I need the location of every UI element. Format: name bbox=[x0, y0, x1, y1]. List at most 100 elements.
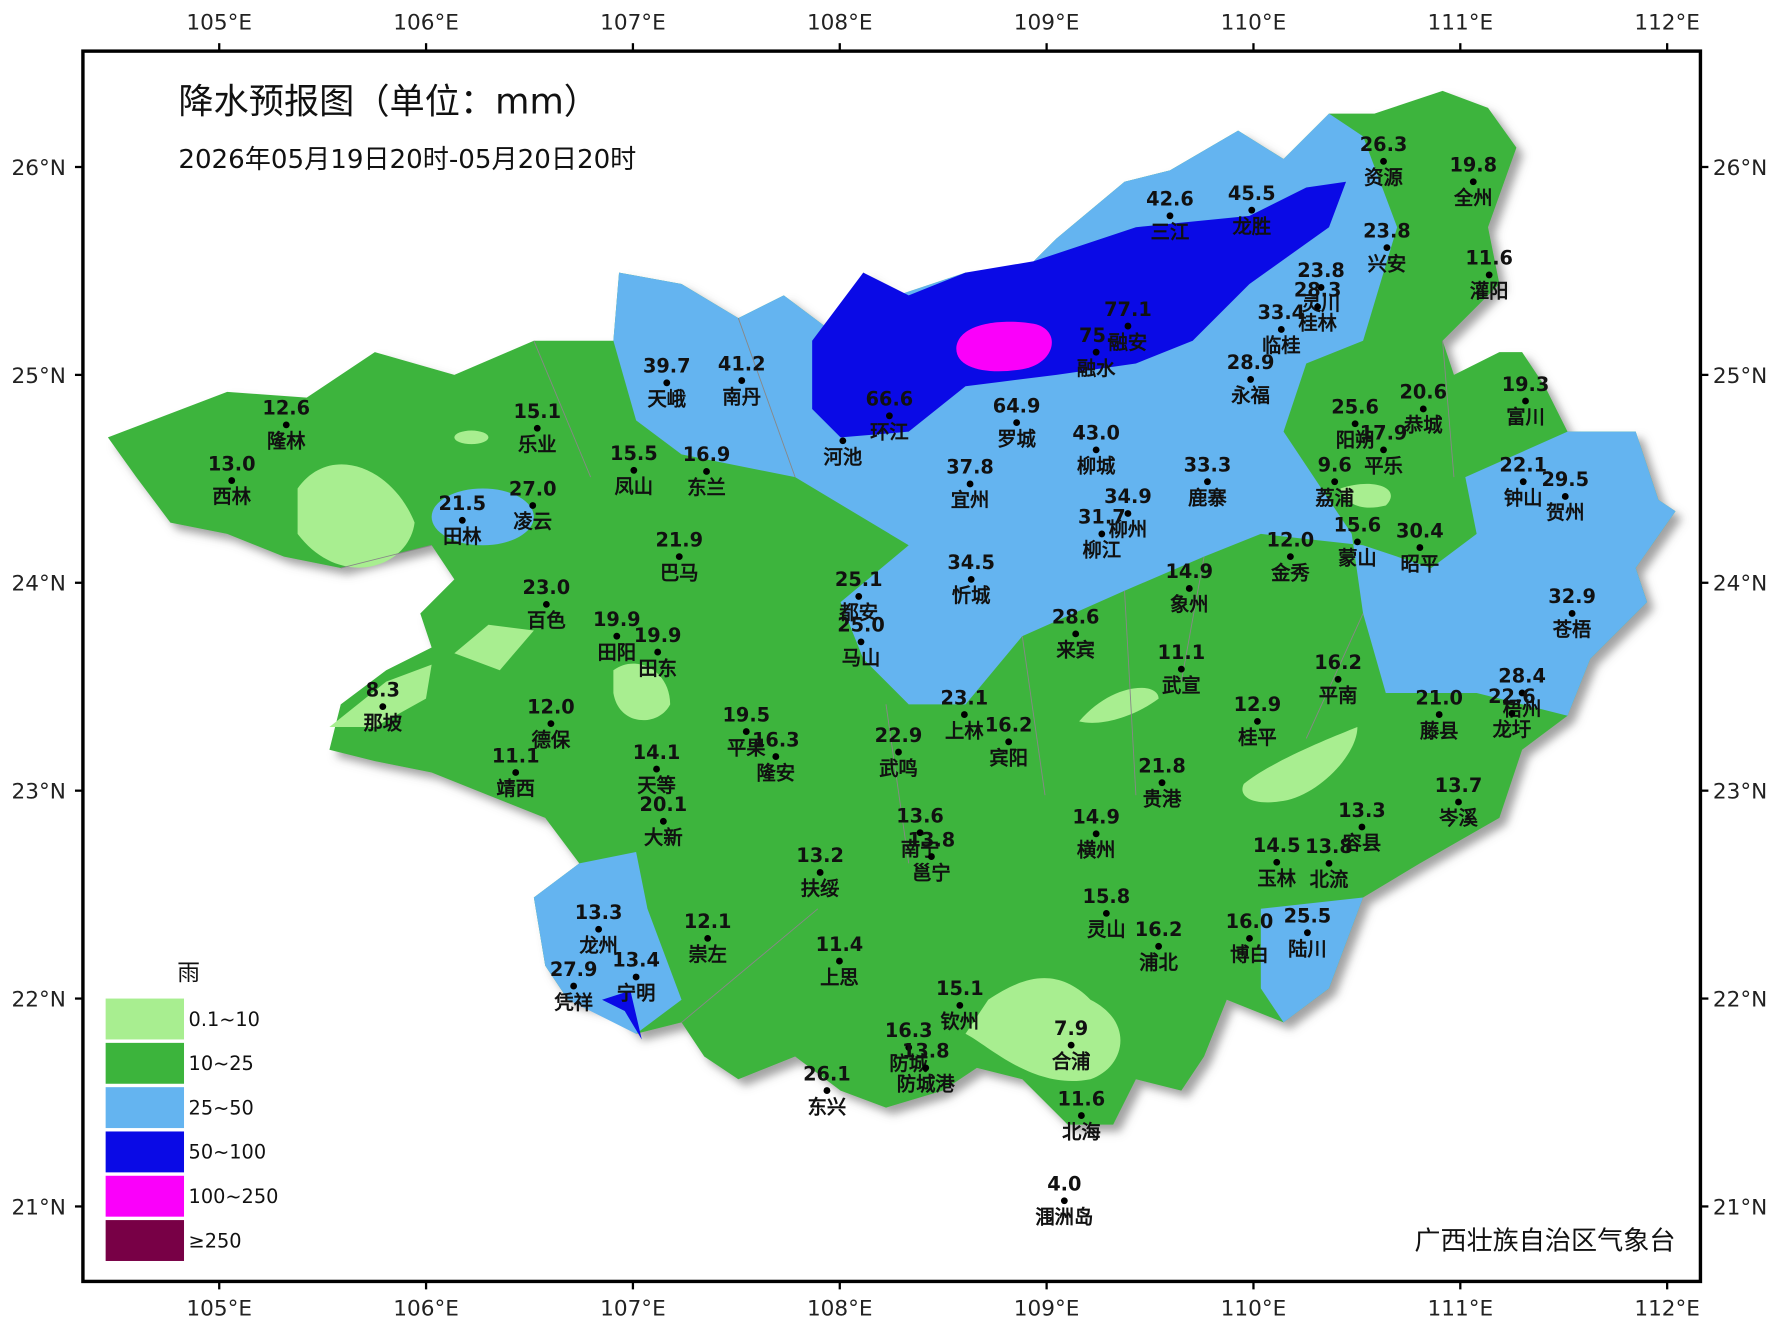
station-name: 兴安 bbox=[1368, 252, 1407, 275]
station-name: 扶绥 bbox=[801, 877, 840, 900]
station-value: 15.8 bbox=[1083, 885, 1131, 908]
station-dot bbox=[839, 437, 847, 445]
station-dot bbox=[1254, 717, 1261, 725]
station-value: 16.2 bbox=[985, 714, 1033, 737]
station-value: 26.1 bbox=[803, 1062, 851, 1085]
station-dot bbox=[916, 829, 924, 837]
station-name: 东兰 bbox=[687, 476, 726, 499]
station-name: 贺州 bbox=[1545, 501, 1585, 524]
lon-label: 108°E bbox=[807, 1297, 873, 1322]
station-name: 环江 bbox=[870, 421, 909, 444]
station-name: 平乐 bbox=[1364, 455, 1403, 478]
station-name: 邕宁 bbox=[912, 861, 951, 884]
lon-label: 105°E bbox=[186, 11, 252, 36]
station-name: 昭平 bbox=[1401, 552, 1440, 575]
station-value: 28.6 bbox=[1052, 606, 1100, 629]
station-dot bbox=[1273, 858, 1281, 866]
station-dot bbox=[1077, 1112, 1085, 1119]
lat-label: 24°N bbox=[1713, 572, 1767, 597]
station-dot bbox=[704, 934, 712, 942]
station-value: 12.9 bbox=[1234, 693, 1282, 716]
station-dot bbox=[1177, 665, 1185, 673]
station-name: 柳州 bbox=[1109, 518, 1148, 541]
lon-label: 109°E bbox=[1014, 11, 1080, 36]
station-value: 11.4 bbox=[816, 933, 864, 956]
station-dot bbox=[1092, 830, 1100, 838]
station-dot bbox=[1166, 212, 1174, 220]
station-value: 8.3 bbox=[366, 678, 400, 701]
lat-label: 26°N bbox=[11, 156, 65, 181]
station-dot bbox=[1334, 675, 1342, 683]
station-value: 23.8 bbox=[1297, 259, 1345, 282]
station-name: 上林 bbox=[945, 719, 984, 742]
station-value: 11.1 bbox=[1158, 641, 1206, 664]
station-value: 13.2 bbox=[796, 844, 844, 867]
station-value: 11.1 bbox=[492, 744, 540, 767]
station-dot bbox=[1246, 934, 1253, 942]
station-value: 31.7 bbox=[1078, 506, 1126, 529]
station-value: 23.8 bbox=[1363, 219, 1411, 242]
station-dot bbox=[886, 412, 893, 420]
station-name: 靖西 bbox=[496, 777, 535, 800]
station-dot bbox=[772, 753, 780, 760]
station-value: 16.2 bbox=[1135, 918, 1183, 941]
station-name: 田阳 bbox=[597, 641, 636, 664]
station-value: 23.1 bbox=[941, 686, 989, 709]
station-name: 鹿寨 bbox=[1188, 486, 1227, 509]
station-dot bbox=[1380, 157, 1387, 165]
station-dot bbox=[1419, 405, 1427, 413]
station-value: 9.6 bbox=[1318, 453, 1352, 476]
station-name: 马山 bbox=[842, 647, 881, 670]
station-value: 13.6 bbox=[896, 804, 944, 827]
station-value: 29.5 bbox=[1541, 468, 1589, 491]
station-value: 77.1 bbox=[1104, 298, 1152, 321]
station-value: 19.9 bbox=[634, 624, 682, 647]
station-value: 16.9 bbox=[683, 443, 731, 466]
station-dot bbox=[1204, 478, 1211, 486]
lat-label: 22°N bbox=[1713, 988, 1767, 1013]
station-dot bbox=[1522, 397, 1529, 405]
station-dot bbox=[1102, 909, 1110, 917]
station-name: 北流 bbox=[1310, 868, 1349, 891]
station-dot bbox=[1416, 544, 1424, 551]
station-name: 百色 bbox=[527, 609, 566, 632]
station-value: 14.9 bbox=[1072, 806, 1120, 829]
station-value: 37.8 bbox=[946, 456, 994, 479]
station-value: 33.4 bbox=[1257, 301, 1305, 324]
station-value: 34.9 bbox=[1104, 485, 1152, 508]
lon-label: 106°E bbox=[393, 1297, 459, 1322]
station-dot bbox=[1353, 538, 1361, 546]
station-value: 14.9 bbox=[1165, 560, 1213, 583]
station-name: 罗城 bbox=[997, 427, 1036, 450]
station-value: 25.0 bbox=[837, 614, 885, 637]
lat-label: 22°N bbox=[11, 988, 65, 1013]
station-dot bbox=[1286, 553, 1294, 561]
station-dot bbox=[654, 648, 662, 656]
station-name: 宾阳 bbox=[989, 747, 1028, 770]
legend-label: 100~250 bbox=[189, 1185, 279, 1208]
map-title: 降水预报图（单位：mm） bbox=[178, 82, 599, 123]
station-dot bbox=[1092, 446, 1100, 454]
station-dot bbox=[1455, 798, 1462, 806]
station-value: 43.0 bbox=[1072, 422, 1120, 445]
station-dot bbox=[823, 1087, 831, 1094]
station-value: 66.6 bbox=[866, 388, 914, 411]
station-dot bbox=[905, 1043, 913, 1051]
station-dot bbox=[379, 703, 387, 711]
station-name: 钟山 bbox=[1504, 486, 1543, 509]
legend-label: 10~25 bbox=[189, 1052, 254, 1075]
station-name: 都安 bbox=[838, 601, 878, 624]
station-dot bbox=[1304, 929, 1311, 937]
station-name: 桂林 bbox=[1297, 311, 1337, 334]
station-dot bbox=[675, 553, 683, 561]
station-name: 临桂 bbox=[1262, 334, 1301, 357]
station-name: 来宾 bbox=[1055, 639, 1095, 662]
station-name: 隆安 bbox=[757, 761, 796, 784]
station-name: 桂平 bbox=[1237, 726, 1277, 749]
station-value: 28.3 bbox=[1294, 278, 1342, 301]
station-value: 42.6 bbox=[1146, 188, 1194, 211]
lat-label: 26°N bbox=[1713, 156, 1767, 181]
station-name: 柳城 bbox=[1077, 455, 1116, 478]
station-dot bbox=[1067, 1041, 1075, 1049]
